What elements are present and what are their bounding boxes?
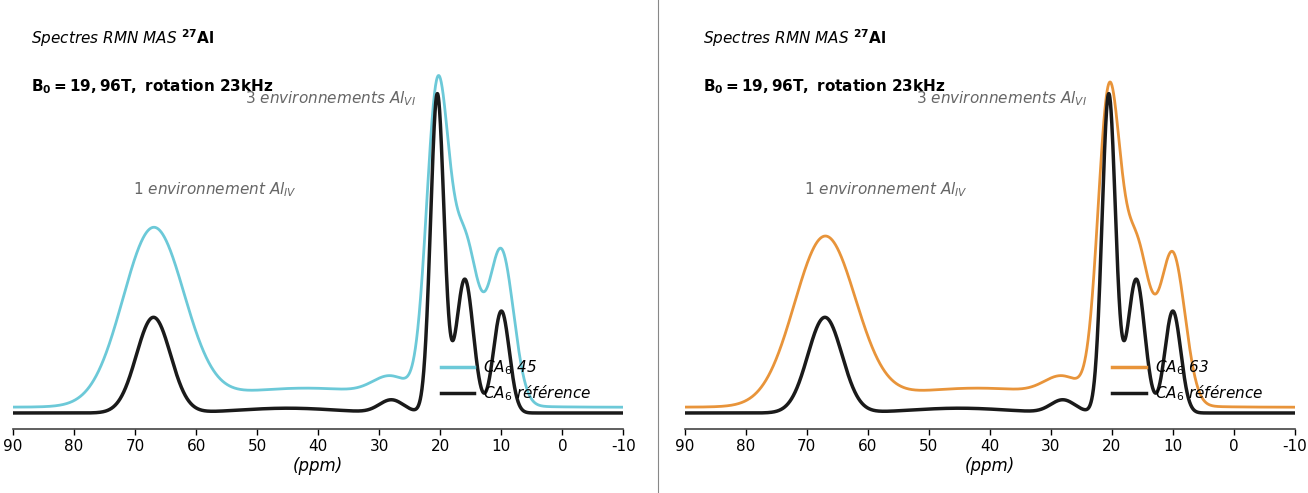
Text: $\it{Spectres\ RMN\ MAS\ }$$\mathbf{^{27}}$$\it{\mathbf{Al}}$: $\it{Spectres\ RMN\ MAS\ }$$\mathbf{^{27…: [31, 27, 215, 49]
Text: $\it{1\ environnement\ Al_{IV}}$: $\it{1\ environnement\ Al_{IV}}$: [804, 180, 968, 199]
Text: $\it{3\ environnements\ Al_{VI}}$: $\it{3\ environnements\ Al_{VI}}$: [917, 89, 1087, 108]
Text: $\it{\mathbf{B_0}}$$\it{\mathbf{=19,96T,\ rotation\ 23kHz}}$: $\it{\mathbf{B_0}}$$\it{\mathbf{=19,96T,…: [31, 77, 273, 96]
Legend: CA$_6$ 45, CA$_6$ référence: CA$_6$ 45, CA$_6$ référence: [434, 352, 598, 409]
X-axis label: (ppm): (ppm): [964, 457, 1015, 475]
X-axis label: (ppm): (ppm): [293, 457, 344, 475]
Text: $\it{Spectres\ RMN\ MAS\ }$$\mathbf{^{27}}$$\it{\mathbf{Al}}$: $\it{Spectres\ RMN\ MAS\ }$$\mathbf{^{27…: [702, 27, 886, 49]
Text: $\it{1\ environnement\ Al_{IV}}$: $\it{1\ environnement\ Al_{IV}}$: [132, 180, 297, 199]
Text: $\it{3\ environnements\ Al_{VI}}$: $\it{3\ environnements\ Al_{VI}}$: [245, 89, 416, 108]
Legend: CA$_6$ 63, CA$_6$ référence: CA$_6$ 63, CA$_6$ référence: [1105, 352, 1269, 409]
Text: $\it{\mathbf{B_0}}$$\it{\mathbf{=19,96T,\ rotation\ 23kHz}}$: $\it{\mathbf{B_0}}$$\it{\mathbf{=19,96T,…: [702, 77, 946, 96]
